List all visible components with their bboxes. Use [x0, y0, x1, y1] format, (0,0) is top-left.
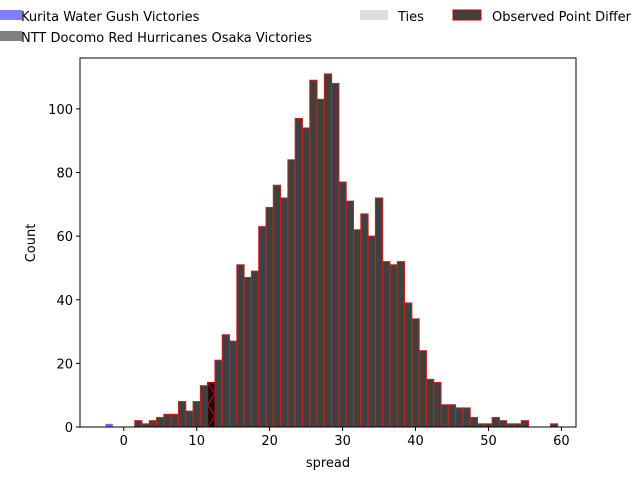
- y-axis-label: Count: [24, 224, 39, 263]
- x-axis-label: spread: [306, 456, 350, 471]
- histogram-bar: [309, 79, 318, 428]
- y-tick-label: 80: [56, 167, 73, 182]
- histogram-bar: [520, 420, 530, 428]
- x-tick-label: 30: [334, 434, 351, 449]
- histogram-bar: [258, 226, 267, 428]
- histogram-bar: [382, 261, 391, 428]
- plot-frame: [79, 57, 577, 428]
- histogram-bar: [462, 407, 471, 428]
- histogram-bar: [287, 159, 296, 428]
- legend-swatch: [452, 9, 482, 21]
- histogram-bar: [163, 413, 172, 428]
- x-tick-label: 50: [480, 434, 497, 449]
- observed-bar-hatch: [207, 382, 216, 428]
- legend-label: Kurita Water Gush Victories: [21, 10, 200, 25]
- histogram-bar: [177, 401, 187, 428]
- legend-swatch: [0, 10, 22, 20]
- y-tick-label: 60: [56, 230, 73, 245]
- histogram-bar: [345, 200, 355, 428]
- histogram-bar: [316, 98, 325, 428]
- histogram-bar: [367, 235, 376, 428]
- x-axis-ticks: 0 10 20 30 40 50 60: [120, 427, 570, 449]
- histogram-bar: [360, 213, 369, 428]
- histogram-bar: [404, 302, 413, 428]
- histogram-bar: [353, 229, 362, 428]
- histogram-bar: [236, 264, 245, 428]
- bars: [105, 73, 559, 428]
- x-tick-label: 60: [553, 434, 570, 449]
- histogram-bar: [389, 264, 398, 428]
- legend: Kurita Water Gush Victories NTT Docomo Re…: [0, 9, 632, 46]
- histogram-bar: [418, 350, 427, 428]
- histogram-bar: [250, 270, 260, 428]
- histogram-bar: [338, 181, 347, 428]
- y-tick-label: 0: [65, 421, 73, 436]
- histogram-bar: [447, 404, 457, 428]
- histogram-bar: [134, 420, 143, 428]
- y-tick-label: 100: [48, 103, 73, 118]
- histogram-bar: [440, 404, 449, 428]
- histogram-bar: [498, 420, 508, 428]
- x-tick-label: 20: [261, 434, 278, 449]
- histogram-bar: [272, 184, 282, 428]
- y-tick-label: 40: [56, 294, 73, 309]
- legend-swatch: [0, 31, 22, 41]
- histogram-bar: [199, 385, 209, 428]
- histogram-bar: [156, 416, 165, 428]
- x-tick-label: 40: [407, 434, 424, 449]
- x-tick-label: 10: [188, 434, 205, 449]
- histogram-bar: [105, 423, 113, 427]
- y-tick-label: 20: [56, 357, 73, 372]
- histogram-bar: [374, 197, 384, 428]
- histogram-bar: [265, 207, 274, 428]
- histogram-bar: [331, 82, 340, 428]
- histogram-bar: [229, 340, 238, 428]
- histogram-bar: [185, 410, 194, 428]
- histogram-bar: [243, 276, 252, 428]
- histogram-bar: [323, 73, 333, 428]
- legend-label: Observed Point Differ: [492, 10, 632, 25]
- histogram-bar: [294, 117, 303, 428]
- histogram-bar: [148, 420, 158, 428]
- x-tick-label: 0: [120, 434, 128, 449]
- y-axis-ticks: 0 20 40 60 80 100: [48, 103, 80, 436]
- histogram-bar: [280, 197, 289, 428]
- legend-label: NTT Docomo Red Hurricanes Osaka Victorie…: [21, 31, 312, 46]
- observed-bar: [207, 381, 216, 428]
- histogram-bar: [433, 381, 442, 428]
- histogram-bar: [214, 359, 223, 428]
- histogram-bar: [425, 378, 435, 428]
- histogram-bar: [301, 127, 311, 428]
- histogram-bar: [192, 401, 201, 428]
- histogram-bar: [170, 413, 179, 428]
- histogram-bar: [411, 318, 420, 428]
- histogram-bar: [491, 416, 500, 428]
- histogram-bar: [455, 407, 464, 428]
- legend-label: Ties: [397, 10, 424, 25]
- histogram-bar: [396, 261, 406, 428]
- histogram-bar: [469, 416, 479, 428]
- legend-swatch: [360, 10, 388, 20]
- histogram-bar: [221, 334, 231, 428]
